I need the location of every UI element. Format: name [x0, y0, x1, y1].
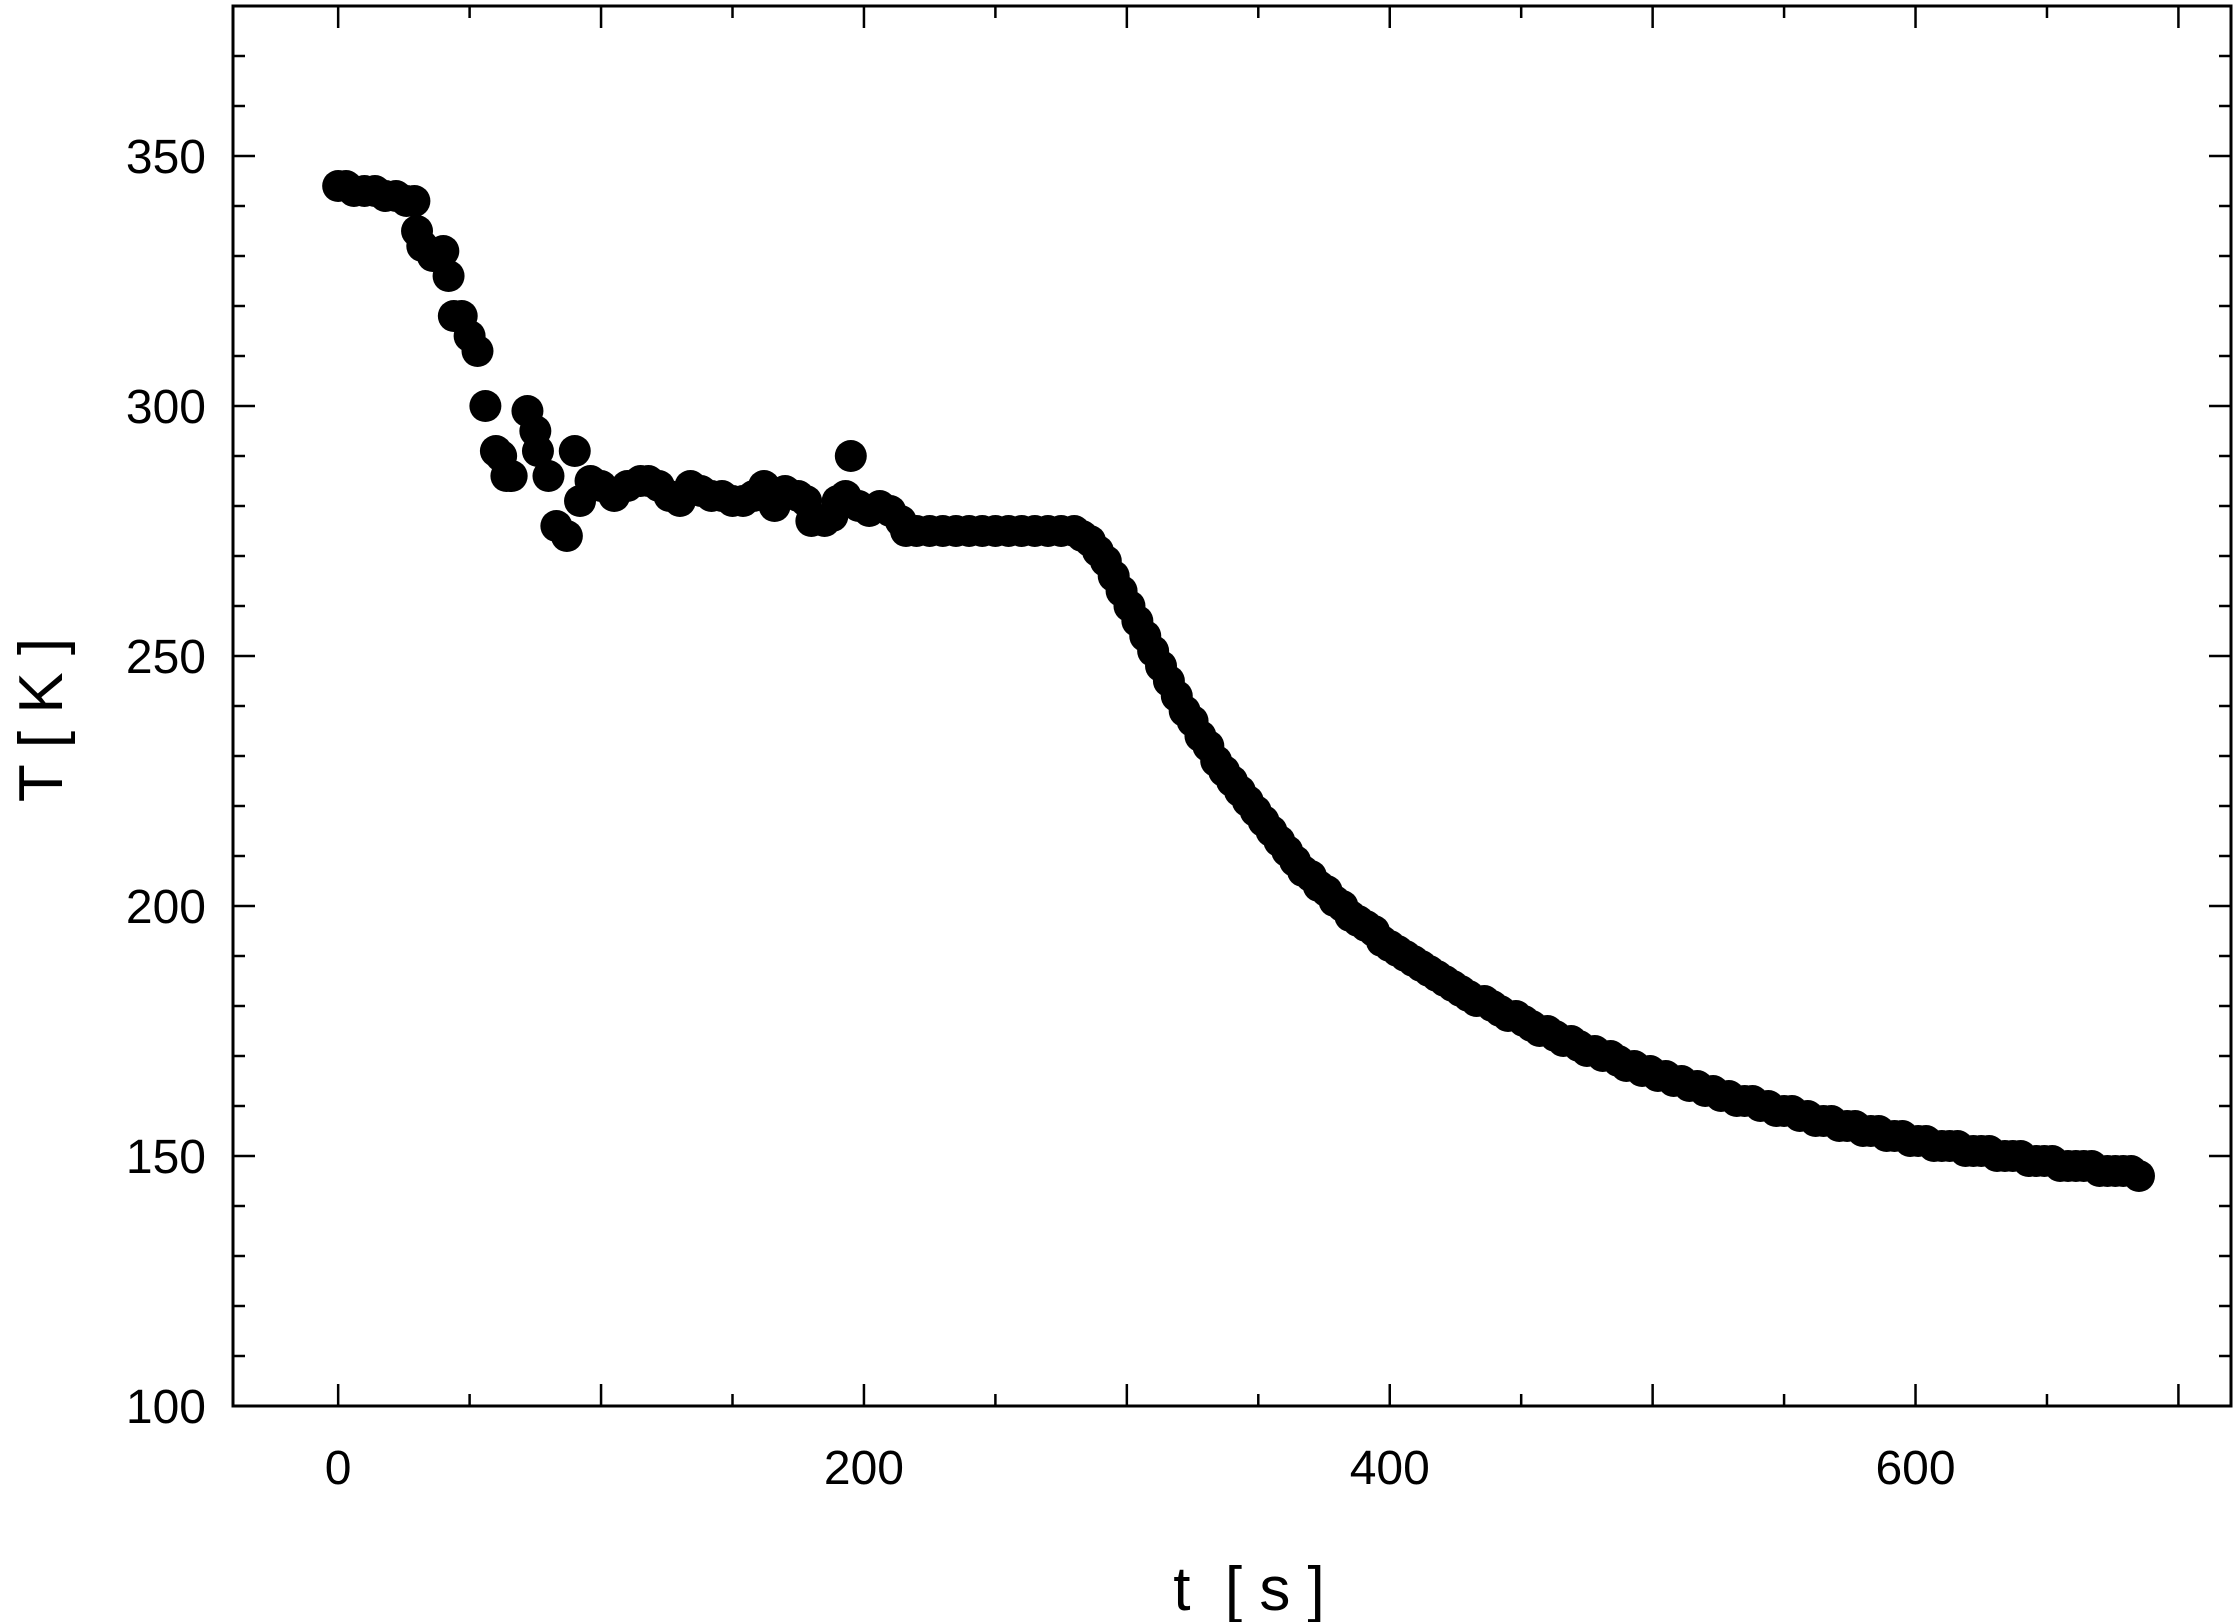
y-tick-label: 150 — [126, 1131, 206, 1184]
plot-frame — [231, 4, 2233, 1408]
data-point — [558, 435, 591, 467]
data-point — [532, 460, 565, 492]
data-point — [427, 235, 460, 267]
x-axis-title: t [ s ] — [1173, 1555, 1325, 1622]
data-point — [2122, 1160, 2155, 1192]
data-point — [550, 520, 583, 552]
axis-ticks — [233, 4, 2231, 1408]
data-point — [495, 460, 528, 492]
data-point — [461, 335, 494, 367]
y-axis-title: T [ K ] — [7, 638, 76, 802]
y-tick-label: 350 — [126, 131, 206, 184]
y-tick-label: 250 — [126, 631, 206, 684]
y-tick-label: 100 — [126, 1381, 206, 1434]
x-tick-label: 600 — [1875, 1442, 1955, 1495]
data-point — [521, 435, 554, 467]
x-tick-label: 400 — [1350, 1442, 1430, 1495]
tick-labels: 0 200 400 600 100 150 200 250 300 350 — [126, 131, 1956, 1495]
data-point — [469, 390, 502, 422]
x-tick-label: 200 — [824, 1442, 904, 1495]
data-point — [834, 440, 867, 472]
data-points — [322, 170, 2155, 1192]
data-point — [432, 260, 465, 292]
y-tick-label: 300 — [126, 381, 206, 434]
data-point — [398, 185, 431, 217]
y-tick-label: 200 — [126, 881, 206, 934]
x-tick-label: 0 — [325, 1442, 352, 1495]
